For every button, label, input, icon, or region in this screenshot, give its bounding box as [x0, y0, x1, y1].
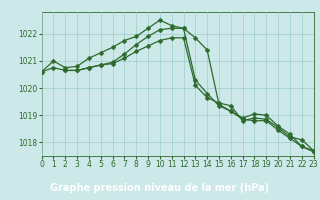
Text: Graphe pression niveau de la mer (hPa): Graphe pression niveau de la mer (hPa): [51, 183, 269, 193]
